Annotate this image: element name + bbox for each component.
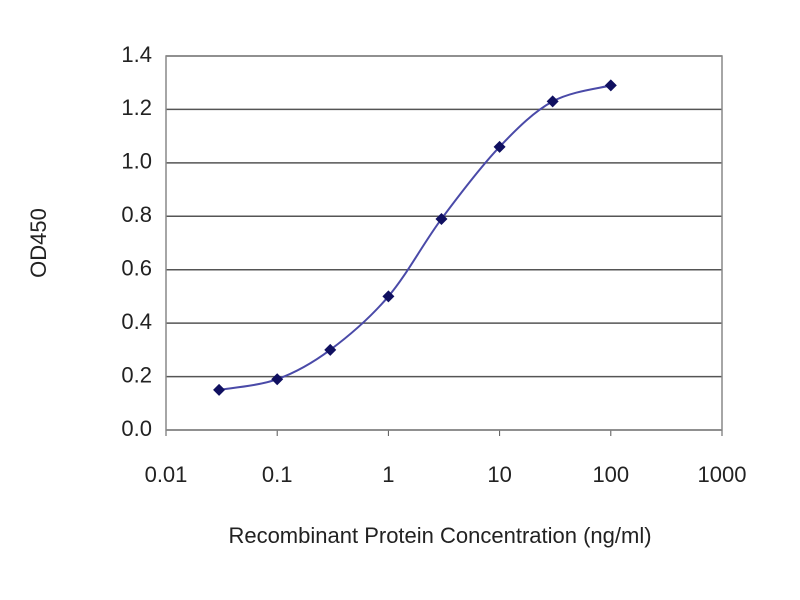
plot-frame <box>165 55 723 431</box>
y-tick-label: 0.4 <box>121 309 152 334</box>
data-point <box>493 140 506 153</box>
data-point <box>604 79 617 92</box>
data-point <box>271 373 284 386</box>
data-point <box>213 383 226 396</box>
x-axis-label: Recombinant Protein Concentration (ng/ml… <box>228 523 651 548</box>
data-point <box>324 343 337 356</box>
y-tick-label: 1.4 <box>121 42 152 67</box>
data-point <box>382 290 395 303</box>
x-tick-label: 10 <box>487 462 511 487</box>
x-tick-label: 100 <box>592 462 629 487</box>
y-tick-label: 0.2 <box>121 362 152 387</box>
y-tick-label: 0.0 <box>121 416 152 441</box>
x-tick-label: 1000 <box>698 462 747 487</box>
y-tick-label: 0.6 <box>121 256 152 281</box>
data-point <box>546 95 559 108</box>
series-line <box>218 84 612 391</box>
x-tick-label: 0.01 <box>145 462 188 487</box>
y-tick-label: 0.8 <box>121 202 152 227</box>
x-tick-label: 0.1 <box>262 462 293 487</box>
y-tick-label: 1.0 <box>121 149 152 174</box>
data-point <box>435 212 448 225</box>
y-axis-label: OD450 <box>26 208 51 278</box>
y-tick-label: 1.2 <box>121 95 152 120</box>
x-tick-label: 1 <box>382 462 394 487</box>
